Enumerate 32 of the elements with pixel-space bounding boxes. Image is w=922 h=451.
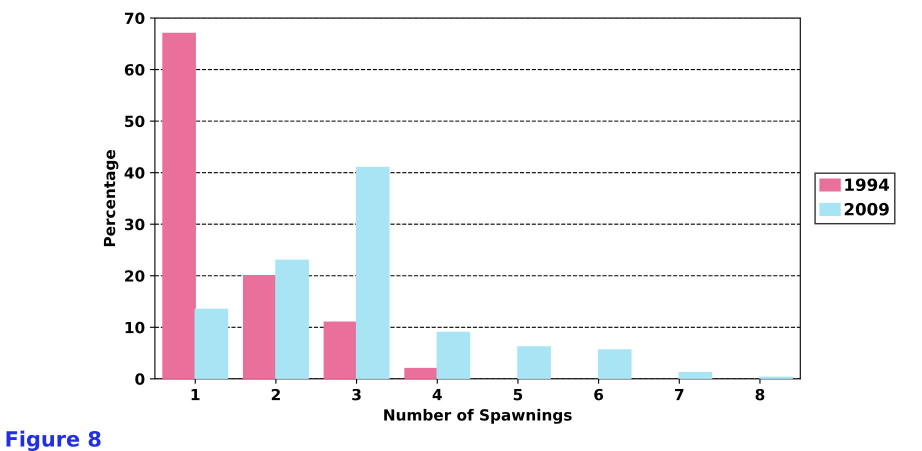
caption: Figure 8 [6, 430, 101, 451]
legend-label: 1994 [845, 178, 890, 192]
y-tick-label: 20 [125, 270, 144, 282]
bar [436, 332, 470, 379]
bar [404, 368, 438, 379]
y-axis-title: Percentage [104, 150, 118, 246]
y-tick-label: 60 [124, 64, 144, 76]
bar [517, 346, 551, 379]
x-tick-label: 7 [674, 389, 684, 400]
bar [598, 349, 632, 379]
bar [242, 275, 277, 379]
y-tick-label: 50 [125, 116, 144, 128]
legend-label: 2009 [844, 202, 889, 216]
x-tick-label: 1 [192, 389, 200, 400]
x-tick-label: 5 [514, 389, 522, 400]
y-tick-label: 0 [135, 373, 144, 385]
bar [162, 32, 196, 379]
x-tick-label: 8 [756, 388, 764, 400]
bar [194, 308, 228, 379]
y-tick-label: 70 [124, 12, 144, 24]
bar [324, 321, 358, 379]
x-tick-label: 4 [432, 389, 442, 400]
x-tick-label: 2 [272, 388, 280, 400]
x-tick-label: 3 [352, 388, 361, 400]
x-axis-title: Number of Spawnings [384, 408, 572, 424]
y-tick-label: 10 [126, 322, 144, 334]
bar [678, 372, 712, 379]
y-tick-label: 40 [124, 167, 144, 179]
bar [356, 166, 390, 379]
bar [275, 260, 309, 379]
x-tick-label: 6 [594, 388, 604, 400]
y-tick-label: 30 [124, 218, 144, 230]
